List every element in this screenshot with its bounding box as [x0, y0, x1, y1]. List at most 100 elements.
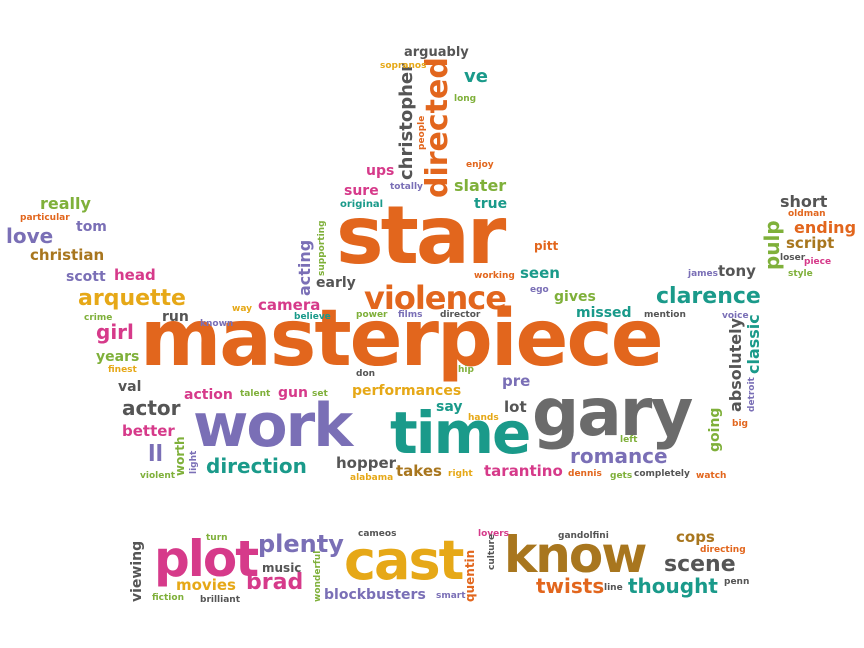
word-run: run: [162, 309, 189, 325]
word-actor: actor: [122, 396, 181, 420]
word-christopher: christopher: [396, 63, 417, 180]
word-set: set: [312, 389, 328, 399]
word-movies: movies: [176, 576, 236, 594]
word-lovers: lovers: [478, 529, 510, 539]
word-ll: ll: [148, 442, 164, 467]
word-really: really: [40, 194, 91, 213]
word-watch: watch: [696, 471, 727, 481]
word-music: music: [262, 561, 302, 575]
word-seen: seen: [520, 264, 560, 282]
word-hands: hands: [468, 413, 499, 423]
word-camera: camera: [258, 296, 321, 314]
word-christian: christian: [30, 246, 105, 264]
word-slater: slater: [454, 176, 507, 195]
word-directed: directed: [420, 57, 455, 198]
word-style: style: [788, 269, 813, 279]
word-pre: pre: [502, 372, 531, 390]
word-better: better: [122, 422, 175, 440]
word-turn: turn: [206, 533, 228, 543]
word-brad: brad: [246, 570, 304, 595]
word-loser: loser: [780, 253, 806, 263]
word-pitt: pitt: [534, 239, 559, 253]
word-gun: gun: [278, 385, 308, 401]
word-sopranos: sopranos: [380, 61, 427, 71]
word-gandolfini: gandolfini: [558, 531, 609, 541]
word-masterpiece: masterpiece: [140, 294, 664, 384]
word-oldman: oldman: [788, 209, 826, 219]
word-action: action: [184, 387, 233, 403]
word-know: know: [504, 526, 647, 584]
word-hopper: hopper: [336, 454, 397, 472]
word-plot: plot: [154, 530, 259, 588]
word-thought: thought: [628, 574, 718, 598]
word-girl: girl: [96, 320, 134, 344]
word-directing: directing: [700, 545, 746, 555]
word-hip: hip: [458, 365, 474, 375]
word-ending: ending: [794, 218, 857, 237]
word-light: light: [189, 450, 199, 474]
word-work: work: [193, 391, 353, 461]
word-twists: twists: [536, 574, 605, 598]
word-ego: ego: [530, 285, 549, 295]
word-sure: sure: [344, 183, 379, 199]
word-gets: gets: [610, 471, 633, 481]
word-finest: finest: [108, 365, 137, 375]
word-acting: acting: [295, 239, 314, 296]
word-missed: missed: [576, 305, 632, 321]
word-tom: tom: [76, 219, 107, 235]
word-short: short: [780, 192, 828, 211]
word-detroit: detroit: [747, 377, 757, 412]
word-love: love: [6, 224, 54, 248]
word-crime: crime: [84, 313, 113, 323]
word-pulp: pulp: [760, 220, 784, 270]
word-power: power: [356, 310, 388, 320]
word-line: line: [604, 583, 623, 593]
word-people: people: [417, 115, 427, 150]
word-say: say: [436, 399, 463, 415]
word-believe: believe: [294, 312, 331, 322]
word-takes: takes: [396, 462, 442, 480]
word-val: val: [118, 379, 142, 395]
word-culture: culture: [487, 533, 497, 570]
word-smart: smart: [436, 591, 466, 601]
word-gary: gary: [532, 374, 693, 451]
word-ups: ups: [366, 163, 395, 179]
word-cast: cast: [344, 529, 464, 592]
word-dennis: dennis: [568, 469, 602, 479]
word-tarantino: tarantino: [484, 462, 563, 480]
word-james: james: [688, 269, 718, 279]
word-fiction: fiction: [152, 593, 184, 603]
word-piece: piece: [804, 257, 832, 267]
word-long: long: [454, 94, 477, 104]
word-wonderful: wonderful: [313, 550, 323, 602]
word-talent: talent: [240, 389, 271, 399]
word-alabama: alabama: [350, 473, 394, 483]
word-years: years: [96, 349, 140, 365]
word-arguably: arguably: [404, 45, 469, 60]
word-totally: totally: [390, 182, 423, 192]
word-way: way: [232, 304, 252, 314]
word-going: going: [707, 407, 723, 452]
word-mention: mention: [644, 310, 686, 320]
word-violence: violence: [364, 279, 507, 317]
word-plenty: plenty: [258, 530, 344, 558]
word-arquette: arquette: [78, 286, 186, 311]
word-clarence: clarence: [656, 284, 761, 309]
word-right: right: [448, 469, 473, 479]
word-viewing: viewing: [129, 540, 145, 602]
word-violent: violent: [140, 471, 176, 481]
word-voice: voice: [722, 311, 749, 321]
word-performances: performances: [352, 383, 462, 399]
word-don: don: [356, 369, 376, 379]
word-true: true: [474, 196, 508, 212]
word-tony: tony: [718, 262, 756, 280]
word-direction: direction: [206, 454, 307, 478]
word-big: big: [732, 419, 748, 429]
word-scene: scene: [664, 552, 736, 577]
word-classic: classic: [744, 314, 763, 374]
word-romance: romance: [570, 444, 668, 468]
word-penn: penn: [724, 577, 750, 587]
word-enjoy: enjoy: [466, 160, 494, 170]
word-original: original: [340, 199, 384, 210]
word-scott: scott: [66, 269, 106, 285]
